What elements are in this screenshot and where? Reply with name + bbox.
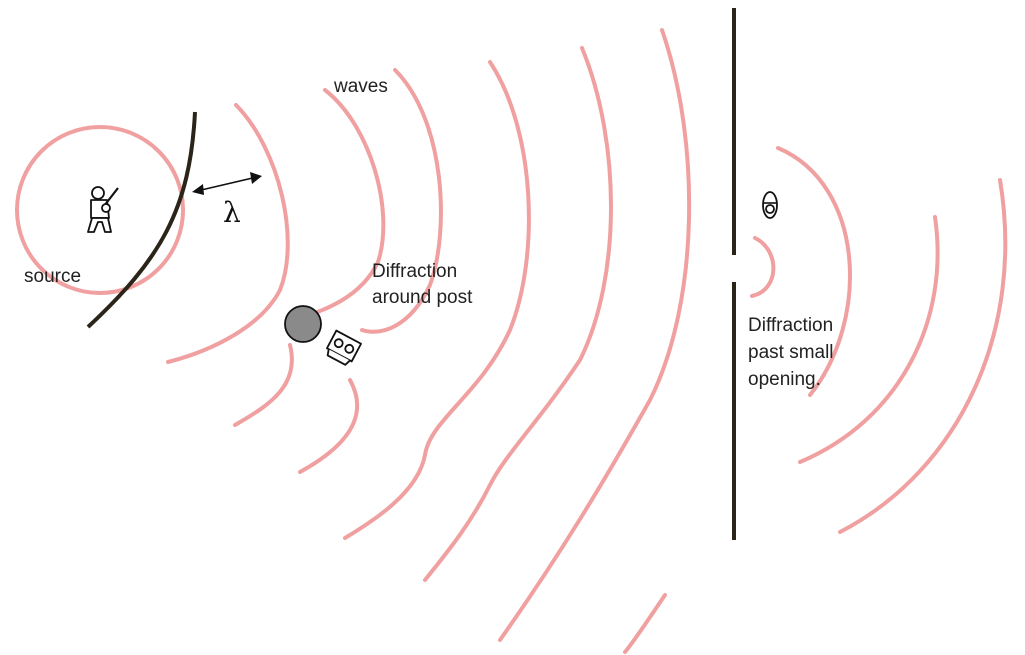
wave-front-8-fragment [623,593,667,654]
wave-front-4-shadow [298,378,360,474]
listener-behind-post-icon [326,329,362,366]
wave-front-3 [298,88,386,320]
musician-figure-icon [87,186,119,233]
source-waves [15,28,692,654]
source-label: source [24,266,81,287]
opening-wave-4 [838,178,1008,534]
listener-behind-wall-icon [762,191,778,219]
wave-ring-innermost [15,125,185,295]
post-obstacle [284,305,322,343]
opening-wave-2 [776,146,852,397]
opening-wave-3 [798,215,940,464]
wave-front-4 [360,68,443,334]
opening-caption-line-1: Diffraction [748,315,833,336]
opening-caption-line-2: past small [748,342,834,363]
reference-arc-line [86,111,197,329]
wave-front-7 [498,28,692,642]
wavelength-symbol: λ [223,196,241,229]
wave-front-2 [166,103,290,364]
opening-caption-line-3: opening. [748,369,821,390]
post-caption-line-2: around post [372,287,473,308]
opening-wave-1 [750,236,776,298]
post-caption-line-1: Diffraction [372,261,457,282]
wave-front-3-shadow [233,343,294,427]
opening-waves [750,146,1008,534]
waves-label: waves [333,76,388,97]
wavelength-arrow [192,172,262,195]
wave-front-6 [423,46,613,582]
wave-front-5 [343,60,531,540]
